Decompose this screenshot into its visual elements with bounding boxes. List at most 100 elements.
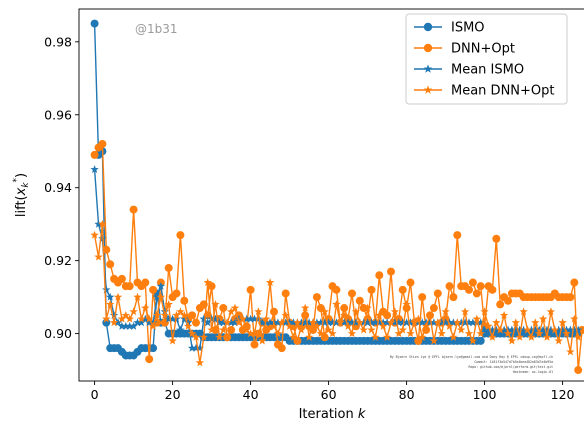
data-point — [359, 318, 368, 327]
legend: ISMO DNN+Opt Mean ISMO Mean DNN+Opt — [405, 13, 568, 105]
data-point — [445, 321, 454, 330]
data-point — [398, 325, 407, 334]
data-point — [387, 267, 395, 276]
data-point — [113, 318, 123, 327]
data-point — [141, 278, 150, 287]
data-point — [351, 318, 361, 327]
data-point — [113, 292, 123, 301]
data-point — [133, 292, 142, 301]
data-point — [250, 340, 259, 349]
watermark: @1b31 — [135, 22, 178, 36]
data-point — [187, 343, 197, 352]
data-point — [211, 300, 220, 308]
data-point — [425, 318, 435, 327]
data-point — [398, 318, 407, 327]
data-point — [492, 318, 501, 327]
data-point — [191, 332, 201, 341]
data-point — [176, 325, 185, 334]
data-point — [343, 321, 353, 330]
data-point — [570, 314, 579, 323]
plot-area — [90, 19, 584, 375]
data-point — [351, 307, 361, 316]
data-point — [180, 314, 189, 323]
data-point — [312, 321, 322, 330]
data-point — [476, 329, 485, 338]
data-point — [301, 303, 310, 312]
data-point — [457, 318, 466, 327]
x-axis-label: Iteration k — [299, 407, 366, 422]
data-point — [453, 318, 462, 327]
data-point — [211, 314, 220, 323]
data-point — [515, 325, 524, 334]
data-point — [94, 219, 103, 228]
data-point — [348, 289, 356, 298]
data-point — [418, 293, 427, 302]
data-point — [320, 307, 329, 316]
data-point — [199, 332, 208, 341]
data-point — [480, 307, 489, 316]
data-point — [180, 310, 189, 319]
data-point — [574, 366, 583, 375]
data-point — [449, 293, 458, 302]
data-point — [137, 314, 146, 323]
data-point — [421, 321, 431, 330]
data-point — [496, 300, 505, 309]
data-point — [301, 318, 310, 327]
data-point — [254, 307, 263, 316]
data-point — [566, 347, 575, 356]
data-point — [429, 318, 439, 327]
data-point — [414, 314, 423, 323]
data-point — [550, 325, 559, 334]
data-point — [570, 278, 579, 287]
data-point — [176, 307, 185, 316]
data-point — [145, 318, 154, 327]
data-point — [515, 332, 524, 341]
data-point — [316, 318, 325, 327]
data-point — [566, 325, 575, 334]
data-point — [262, 314, 271, 323]
data-point — [281, 289, 290, 298]
data-point — [203, 318, 212, 327]
data-point — [460, 318, 470, 327]
data-point — [281, 310, 290, 319]
data-point — [289, 318, 298, 327]
data-point — [355, 318, 364, 327]
data-point — [191, 343, 201, 352]
data-point — [363, 303, 372, 312]
data-point — [542, 332, 552, 341]
data-point — [554, 325, 563, 334]
data-point — [117, 274, 126, 283]
data-point — [496, 325, 505, 334]
data-point — [269, 321, 279, 330]
data-point — [168, 336, 177, 345]
data-point — [492, 234, 501, 243]
axes-frame — [78, 8, 584, 382]
legend-item: DNN+Opt — [414, 42, 515, 57]
data-point — [297, 318, 306, 327]
data-point — [465, 285, 473, 294]
data-point — [188, 311, 197, 320]
data-point — [429, 336, 439, 345]
data-point — [538, 325, 548, 334]
data-point — [379, 321, 388, 330]
data-point — [223, 333, 232, 342]
data-point — [566, 293, 575, 302]
data-point — [449, 332, 458, 341]
data-point — [562, 329, 571, 338]
credit-line: Repo: github.com/bjornl/perform.git/test… — [469, 365, 554, 369]
legend-swatch-marker — [423, 43, 433, 53]
data-point — [538, 314, 548, 323]
data-point — [234, 318, 244, 327]
data-point — [250, 314, 259, 323]
x-tick-label: 100 — [473, 387, 497, 402]
data-point — [156, 281, 166, 290]
y-tick-label: 0.92 — [44, 253, 72, 268]
data-point — [148, 321, 158, 330]
x-tick-label: 20 — [165, 387, 181, 402]
data-point — [109, 310, 119, 319]
data-point — [94, 252, 103, 261]
data-point — [145, 314, 154, 323]
data-point — [445, 282, 454, 291]
data-point — [304, 332, 314, 341]
data-point — [152, 292, 162, 301]
